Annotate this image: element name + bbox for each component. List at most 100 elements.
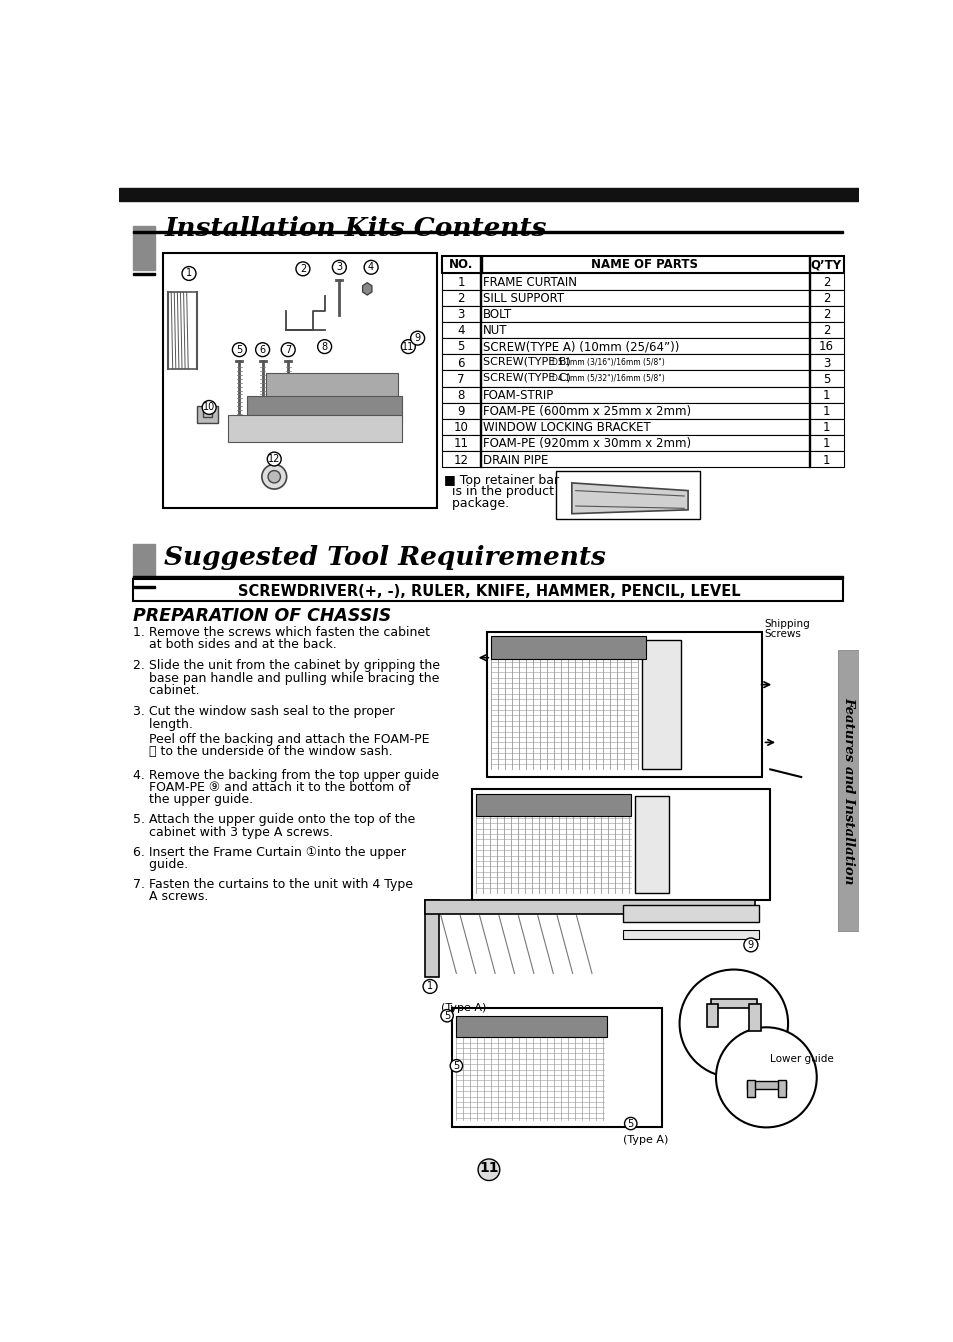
Text: 9: 9 (747, 939, 753, 950)
Text: 3. Cut the window sash seal to the proper: 3. Cut the window sash seal to the prope… (133, 706, 395, 718)
Polygon shape (247, 396, 402, 423)
Bar (778, 1080, 785, 1096)
Text: DRAIN PIPE: DRAIN PIPE (482, 454, 548, 467)
Bar (456, 1016, 607, 1037)
Text: NUT: NUT (482, 325, 507, 337)
Bar (441, 306, 843, 322)
Text: FOAM-PE (920mm x 30mm x 2mm): FOAM-PE (920mm x 30mm x 2mm) (482, 437, 690, 451)
Text: is in the product: is in the product (443, 486, 554, 498)
Polygon shape (266, 373, 397, 400)
Bar (491, 636, 645, 659)
Text: 3: 3 (821, 357, 829, 369)
Bar (425, 900, 439, 977)
Text: Installation Kits Contents: Installation Kits Contents (164, 216, 546, 242)
Text: 2: 2 (821, 325, 829, 337)
Text: Q’TY: Q’TY (810, 258, 841, 271)
Circle shape (332, 260, 346, 274)
Text: 10: 10 (453, 421, 468, 435)
Text: 11: 11 (402, 342, 414, 352)
Text: 8: 8 (456, 389, 464, 403)
Bar (746, 1082, 785, 1088)
Text: NAME OF PARTS: NAME OF PARTS (591, 258, 698, 271)
Text: 5: 5 (821, 373, 829, 385)
Bar (133, 227, 154, 270)
Text: 1. Remove the screws which fasten the cabinet: 1. Remove the screws which fasten the ca… (133, 627, 430, 639)
Text: 16: 16 (818, 341, 833, 353)
Text: 2: 2 (299, 264, 306, 274)
Text: cabinet with 3 type A screws.: cabinet with 3 type A screws. (133, 825, 334, 839)
Text: 5: 5 (453, 1060, 459, 1071)
Circle shape (202, 400, 216, 415)
Text: PREPARATION OF CHASSIS: PREPARATION OF CHASSIS (133, 607, 391, 625)
Bar (133, 580, 842, 601)
Text: Shipping: Shipping (763, 619, 809, 629)
Text: 6: 6 (259, 345, 265, 354)
Text: SILL SUPPORT: SILL SUPPORT (482, 293, 563, 305)
Text: guide.: guide. (133, 858, 188, 871)
Bar (622, 930, 758, 939)
Text: 1: 1 (821, 421, 829, 435)
Text: Suggested Tool Requirements: Suggested Tool Requirements (164, 545, 605, 570)
Text: package.: package. (443, 497, 509, 510)
Text: 2: 2 (821, 309, 829, 321)
Text: SCREW(TYPE B): SCREW(TYPE B) (482, 357, 570, 366)
Text: SCREW(TYPE A) (10mm (25/64”)): SCREW(TYPE A) (10mm (25/64”)) (482, 341, 679, 353)
Circle shape (477, 1159, 499, 1181)
Text: 9: 9 (415, 333, 420, 344)
Circle shape (281, 342, 294, 357)
Text: (Type A): (Type A) (440, 1002, 486, 1013)
Text: (Type A): (Type A) (622, 1135, 668, 1145)
Text: ■ Top retainer bar: ■ Top retainer bar (443, 474, 558, 487)
Text: FOAM-STRIP: FOAM-STRIP (482, 389, 554, 403)
Text: FRAME CURTAIN: FRAME CURTAIN (482, 275, 577, 289)
Bar (441, 419, 843, 435)
Text: Features and Installation: Features and Installation (841, 696, 854, 884)
Circle shape (743, 938, 757, 951)
Text: 10: 10 (203, 403, 215, 412)
Text: 6: 6 (456, 357, 464, 369)
Polygon shape (228, 415, 402, 442)
Text: Lower guide: Lower guide (769, 1055, 833, 1064)
Text: D5.1mm (3/16")/16mm (5/8"): D5.1mm (3/16")/16mm (5/8") (551, 358, 663, 368)
Text: the upper guide.: the upper guide. (133, 793, 253, 807)
Bar (441, 354, 843, 370)
Circle shape (233, 342, 246, 357)
Text: 7: 7 (285, 345, 291, 354)
Bar (441, 290, 843, 306)
Text: 5: 5 (627, 1118, 633, 1129)
Text: FOAM-PE (600mm x 25mm x 2mm): FOAM-PE (600mm x 25mm x 2mm) (482, 405, 690, 419)
Text: 5: 5 (443, 1011, 450, 1021)
Bar (441, 370, 843, 386)
Bar (476, 794, 630, 816)
Text: base pan handle and pulling while bracing the: base pan handle and pulling while bracin… (133, 671, 439, 684)
Text: 4. Remove the backing from the top upper guide: 4. Remove the backing from the top upper… (133, 769, 439, 781)
Bar (641, 640, 680, 769)
Bar (441, 274, 843, 290)
Text: A screws.: A screws. (133, 890, 209, 903)
Text: 1: 1 (821, 437, 829, 451)
Text: D4.1mm (5/32")/16mm (5/8"): D4.1mm (5/32")/16mm (5/8") (551, 374, 663, 384)
Text: 1: 1 (427, 981, 433, 992)
Circle shape (401, 340, 415, 353)
Text: 1: 1 (821, 454, 829, 467)
Text: 12: 12 (268, 454, 280, 464)
Bar (748, 1004, 760, 1031)
Text: 4: 4 (368, 262, 374, 272)
Text: 2: 2 (821, 275, 829, 289)
Text: 7: 7 (456, 373, 464, 385)
Text: 5: 5 (456, 341, 464, 353)
Circle shape (422, 980, 436, 993)
Circle shape (261, 464, 286, 488)
Bar (203, 409, 212, 416)
Text: BOLT: BOLT (482, 309, 512, 321)
Bar (425, 900, 754, 914)
Text: 11: 11 (453, 437, 468, 451)
Bar (472, 789, 769, 900)
Text: 9: 9 (456, 405, 464, 419)
Text: 5: 5 (236, 345, 242, 354)
Circle shape (410, 331, 424, 345)
Circle shape (267, 452, 281, 466)
Circle shape (268, 471, 280, 483)
Text: 8: 8 (321, 342, 327, 352)
Bar (556, 471, 699, 519)
